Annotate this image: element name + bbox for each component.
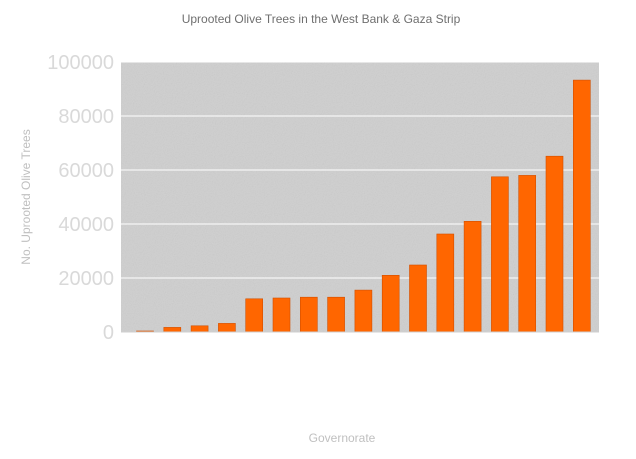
bars [136, 79, 591, 333]
y-tick-label: 40000 [58, 214, 114, 236]
bar [272, 297, 291, 333]
bar [245, 298, 263, 333]
bar [354, 289, 373, 333]
y-tick-label: 0 [103, 322, 114, 344]
bar [545, 155, 564, 333]
bar [190, 325, 209, 333]
bar [163, 327, 182, 333]
bar [299, 296, 318, 333]
y-tick-label: 60000 [58, 160, 114, 182]
bar [409, 264, 427, 333]
y-axis-ticks: 0 20000 40000 60000 80000 100000 [47, 52, 114, 344]
y-tick-label: 80000 [58, 106, 114, 128]
bar [381, 274, 400, 333]
y-tick-label: 20000 [58, 268, 114, 290]
chart-title: Uprooted Olive Trees in the West Bank & … [182, 12, 461, 26]
bar [572, 79, 591, 333]
y-tick-label: 100000 [47, 52, 114, 74]
bar [327, 296, 345, 333]
bar [491, 176, 509, 333]
x-axis-label: Governorate [309, 431, 376, 445]
bar [463, 221, 482, 333]
bar [518, 175, 537, 333]
bar [436, 233, 455, 333]
y-axis-label: No. Uprooted Olive Trees [19, 129, 33, 264]
bar [218, 323, 236, 333]
